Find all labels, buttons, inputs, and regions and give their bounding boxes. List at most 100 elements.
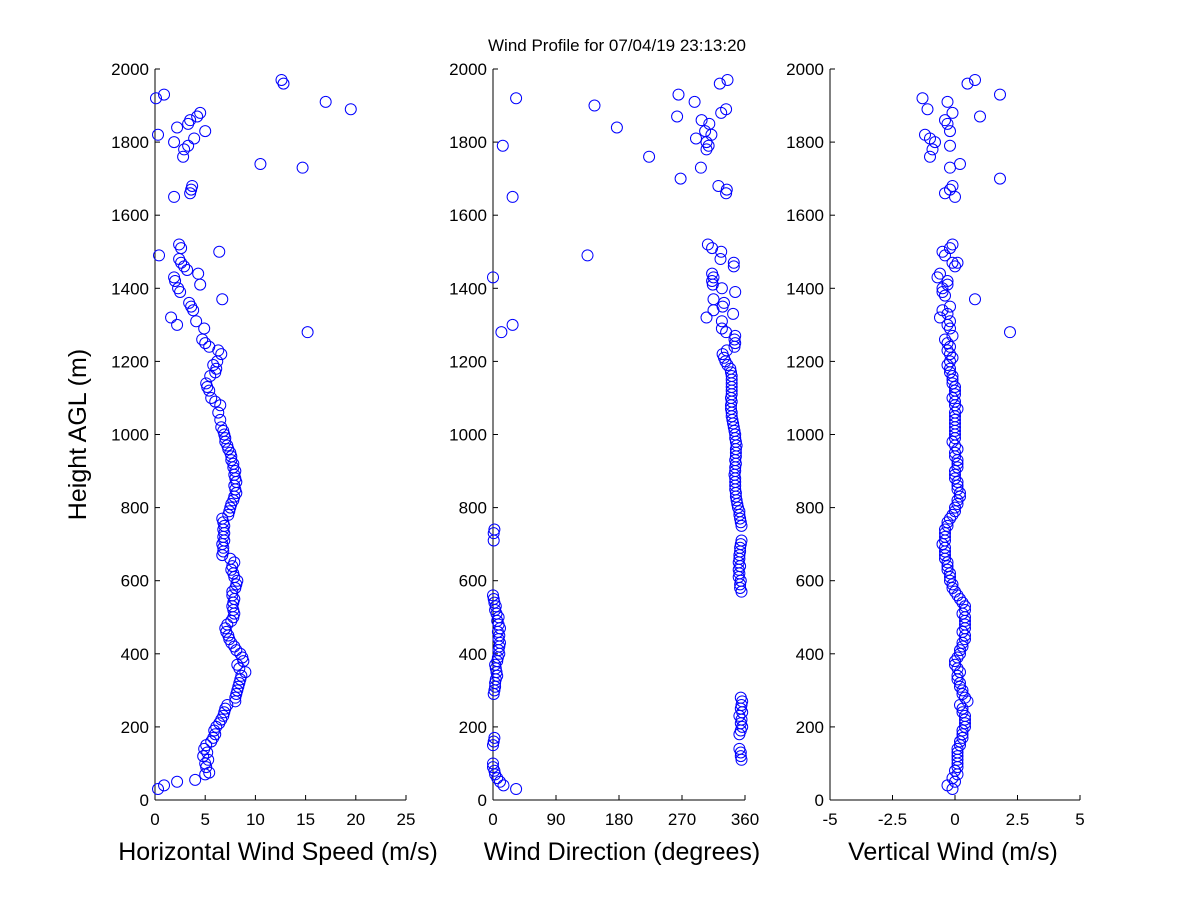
vertical-wind-data-point [954, 158, 966, 171]
wind-direction-data-point [694, 161, 707, 174]
wind-direction-data-point [715, 106, 728, 119]
horizontal-wind-speed-data-point [196, 333, 209, 346]
wind-direction-ytick-label: 1200 [449, 352, 487, 371]
wind-direction-data-point [727, 307, 740, 320]
wind-direction-ticks: 0 200 400 600 800 1000 1200 1400 1600 1800 2000 0 90… [449, 60, 759, 829]
vertical-wind-data-point [939, 549, 951, 562]
horizontal-wind-speed-data-point [225, 563, 238, 576]
wind-direction-data-point [506, 318, 519, 331]
wind-direction-ytick-label: 800 [459, 499, 487, 518]
vertical-wind-data-point [944, 125, 956, 138]
horizontal-wind-speed-data-point [194, 278, 207, 291]
vertical-wind-data-point [944, 300, 956, 313]
wind-direction-data-point [734, 538, 747, 551]
vertical-wind-ytick-label: 800 [796, 499, 824, 518]
wind-direction-ytick-label: 0 [478, 791, 487, 810]
vertical-wind-data-point [949, 384, 961, 397]
wind-direction-data-point [720, 187, 733, 200]
horizontal-wind-speed-data-point [226, 585, 239, 598]
horizontal-wind-speed-data-point [229, 582, 242, 595]
horizontal-wind-speed-data-point [210, 720, 223, 733]
horizontal-wind-speed-data-point [171, 318, 184, 331]
wind-direction-data-point [720, 344, 733, 357]
horizontal-wind-speed-xtick-label: 15 [296, 810, 315, 829]
vertical-wind-data-point [941, 359, 954, 372]
vertical-wind-data-point [946, 578, 959, 591]
horizontal-wind-speed-data-point [177, 150, 190, 163]
vertical-wind-data-point [946, 508, 959, 521]
vertical-wind-data-point [951, 750, 964, 763]
horizontal-wind-speed-data-point [197, 750, 210, 763]
horizontal-wind-speed-xtick-label: 20 [346, 810, 365, 829]
vertical-wind-data-point [949, 446, 961, 459]
vertical-wind-data-point [956, 596, 969, 609]
vertical-wind-data-point [936, 304, 949, 317]
horizontal-wind-speed-data-point [215, 348, 228, 361]
vertical-wind-data-point [949, 505, 961, 518]
wind-direction-data-point [488, 523, 501, 536]
horizontal-wind-speed-ytick-label: 200 [121, 718, 149, 737]
horizontal-wind-speed-ytick-label: 800 [121, 499, 149, 518]
vertical-wind-data-point [939, 249, 951, 262]
wind-direction-data-point [506, 190, 519, 203]
vertical-wind-data-point [954, 735, 966, 748]
wind-direction-ytick-label: 1400 [449, 279, 487, 298]
wind-direction-data-point [714, 253, 727, 266]
horizontal-wind-speed-data-point [233, 677, 246, 690]
vertical-wind-data-point [959, 709, 971, 722]
vertical-wind-data-point [946, 370, 959, 383]
vertical-wind-data-point [974, 110, 986, 123]
wind-direction-data-point [720, 326, 733, 339]
wind-direction-data-point [588, 99, 601, 112]
horizontal-wind-speed-data-point [158, 779, 171, 792]
vertical-wind-data-point [949, 260, 961, 273]
wind-direction-data-point [735, 534, 748, 547]
wind-direction-data-point [735, 698, 748, 711]
horizontal-wind-speed-data-point [216, 293, 229, 306]
horizontal-wind-speed-data-point [344, 103, 357, 116]
wind-direction-data-point [727, 260, 740, 273]
horizontal-wind-speed-data-point [234, 673, 247, 686]
wind-direction-xtick-label: 90 [547, 810, 566, 829]
vertical-wind-data-point [951, 497, 964, 510]
vertical-wind-ytick-label: 1200 [786, 352, 824, 371]
vertical-wind-data-point [949, 465, 961, 478]
vertical-wind-data-point [946, 377, 959, 390]
horizontal-wind-speed-data-point [185, 183, 198, 196]
vertical-wind-data-point [951, 651, 964, 664]
vertical-wind-xtick-label: 2.5 [1006, 810, 1030, 829]
wind-direction-data-point [487, 735, 500, 748]
wind-direction-panel: 0 200 400 600 800 1000 1200 1400 1600 1800 2000 0 90… [449, 60, 760, 866]
horizontal-wind-speed-data-point [168, 190, 181, 203]
horizontal-wind-speed-data-point [212, 406, 225, 419]
vertical-wind-data-point [939, 333, 951, 346]
horizontal-wind-speed-data-point [169, 274, 182, 287]
vertical-wind-data-point [944, 183, 956, 196]
horizontal-wind-speed-data-point [230, 486, 243, 499]
vertical-wind-data-point [951, 589, 964, 602]
vertical-wind-data-point [954, 647, 966, 660]
vertical-wind-data-point [944, 567, 956, 580]
wind-direction-data-point [487, 271, 499, 284]
horizontal-wind-speed-data-point [226, 589, 239, 602]
horizontal-wind-speed-data-point [215, 421, 228, 434]
horizontal-wind-speed-data-point [188, 132, 201, 145]
vertical-wind-data-point [959, 691, 971, 704]
horizontal-wind-speed-data-point [232, 680, 245, 693]
vertical-wind-data-point [956, 731, 969, 744]
horizontal-wind-speed-ytick-label: 1200 [111, 352, 149, 371]
vertical-wind-data-point [944, 574, 956, 587]
horizontal-wind-speed-data-point [231, 658, 244, 671]
horizontal-wind-speed-ytick-label: 400 [121, 645, 149, 664]
horizontal-wind-speed-data-point [224, 552, 237, 565]
wind-direction-ytick-label: 1000 [449, 426, 487, 445]
vertical-wind-points [916, 73, 1016, 796]
wind-direction-data-point [729, 337, 742, 350]
wind-direction-data-point [721, 359, 734, 372]
vertical-wind-data-point [944, 242, 956, 255]
vertical-wind-data-point [949, 501, 961, 514]
wind-direction-data-point [487, 761, 499, 774]
wind-direction-data-point [487, 757, 499, 770]
horizontal-wind-speed-xtick-label: 0 [150, 810, 159, 829]
